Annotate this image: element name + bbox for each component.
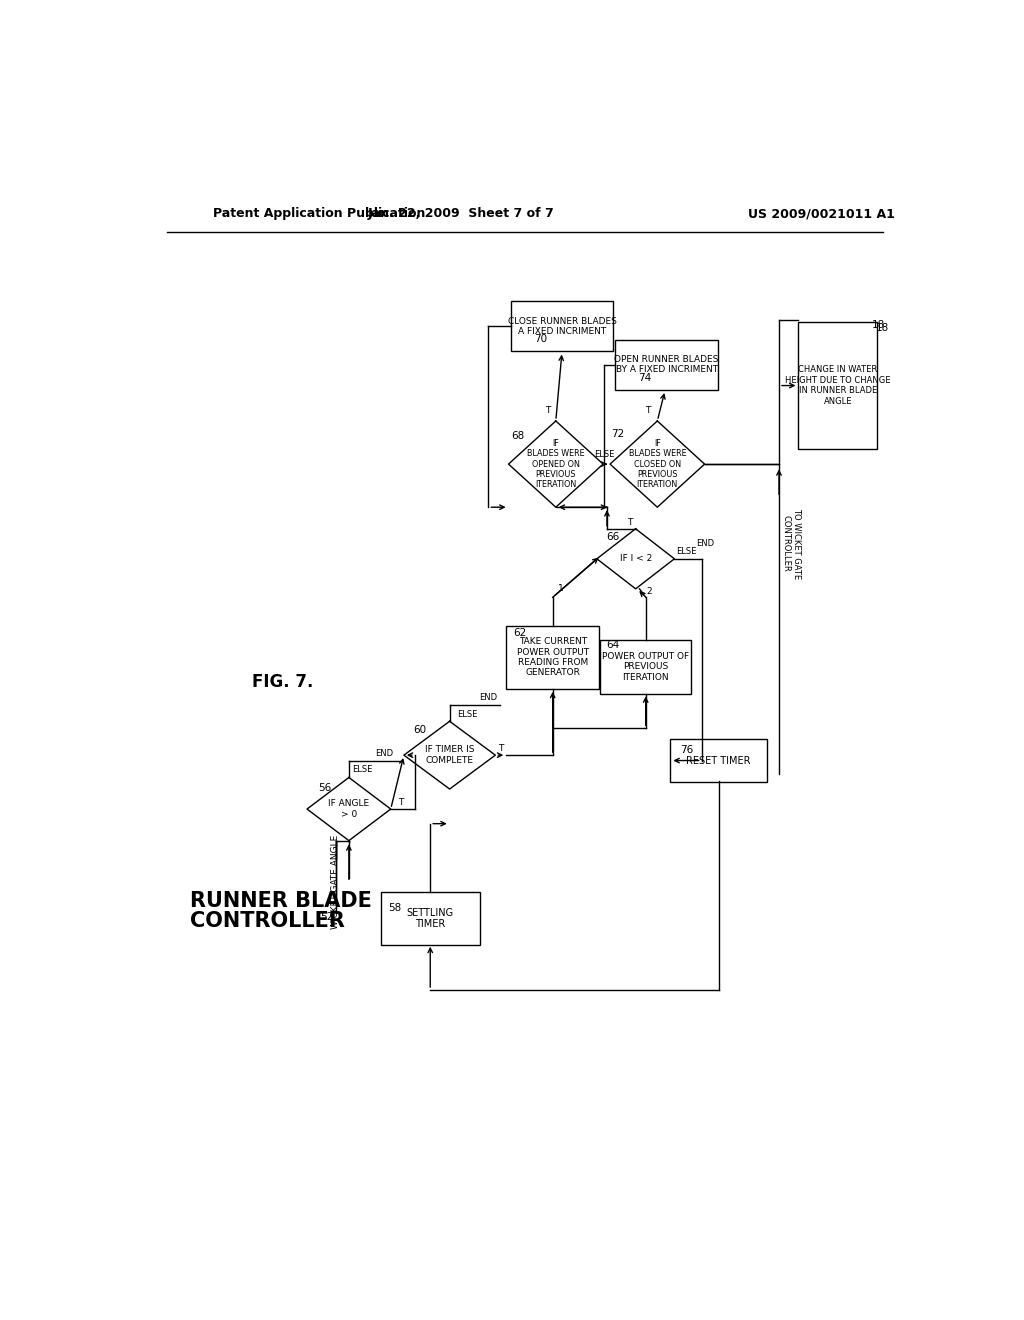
Text: CONTROLLER: CONTROLLER	[190, 911, 345, 931]
Polygon shape	[509, 421, 603, 507]
Text: 60: 60	[414, 725, 426, 735]
Text: 56: 56	[317, 783, 331, 793]
Polygon shape	[403, 721, 496, 789]
Text: T: T	[628, 519, 633, 527]
Bar	[600, 640, 691, 693]
Text: ELSE: ELSE	[352, 766, 373, 775]
Text: CLOSE RUNNER BLADES
A FIXED INCRIMENT: CLOSE RUNNER BLADES A FIXED INCRIMENT	[508, 317, 616, 337]
Text: 18: 18	[876, 323, 889, 333]
Text: TAKE CURRENT
POWER OUTPUT
READING FROM
GENERATOR: TAKE CURRENT POWER OUTPUT READING FROM G…	[517, 638, 589, 677]
Text: 68: 68	[512, 430, 525, 441]
Text: 66: 66	[606, 532, 620, 543]
Text: 62: 62	[513, 628, 526, 639]
Text: ELSE: ELSE	[595, 450, 614, 459]
Text: 64: 64	[606, 640, 620, 649]
Text: 70: 70	[535, 334, 547, 345]
Text: 18: 18	[872, 321, 886, 330]
Text: IF ANGLE
> 0: IF ANGLE > 0	[329, 800, 370, 818]
Text: FIG. 7.: FIG. 7.	[252, 673, 313, 690]
Text: 52: 52	[321, 912, 334, 921]
Text: TO WICKET GATE
CONTROLLER: TO WICKET GATE CONTROLLER	[781, 508, 801, 579]
Text: 76: 76	[680, 744, 693, 755]
Text: WICKET GATE ANGLE: WICKET GATE ANGLE	[331, 836, 340, 929]
Polygon shape	[307, 777, 391, 841]
Text: ELSE: ELSE	[676, 546, 696, 556]
Text: T: T	[398, 799, 403, 808]
Text: END: END	[696, 539, 715, 548]
Bar	[615, 339, 718, 389]
Text: Patent Application Publication: Patent Application Publication	[213, 207, 426, 220]
Text: RUNNER BLADE: RUNNER BLADE	[190, 891, 372, 911]
Text: IF I < 2: IF I < 2	[620, 554, 651, 564]
Text: Jan. 22, 2009  Sheet 7 of 7: Jan. 22, 2009 Sheet 7 of 7	[368, 207, 555, 220]
Text: T: T	[498, 743, 504, 752]
Text: END: END	[479, 693, 498, 702]
Text: END: END	[375, 750, 393, 758]
Text: IF
BLADES WERE
OPENED ON
PREVIOUS
ITERATION: IF BLADES WERE OPENED ON PREVIOUS ITERAT…	[527, 438, 585, 490]
Text: RESET TIMER: RESET TIMER	[686, 755, 751, 766]
Bar	[670, 739, 767, 781]
Text: OPEN RUNNER BLADES
BY A FIXED INCRIMENT: OPEN RUNNER BLADES BY A FIXED INCRIMENT	[614, 355, 719, 375]
Text: POWER OUTPUT OF
PREVIOUS
ITERATION: POWER OUTPUT OF PREVIOUS ITERATION	[602, 652, 689, 681]
Bar	[381, 892, 480, 945]
Polygon shape	[597, 529, 675, 589]
Text: CHANGE IN WATER
HEIGHT DUE TO CHANGE
IN RUNNER BLADE
ANGLE: CHANGE IN WATER HEIGHT DUE TO CHANGE IN …	[785, 366, 891, 405]
Text: IF TIMER IS
COMPLETE: IF TIMER IS COMPLETE	[425, 746, 474, 764]
Text: ELSE: ELSE	[458, 710, 477, 719]
Text: US 2009/0021011 A1: US 2009/0021011 A1	[748, 207, 895, 220]
Text: 74: 74	[638, 372, 651, 383]
Polygon shape	[610, 421, 705, 507]
Text: IF
BLADES WERE
CLOSED ON
PREVIOUS
ITERATION: IF BLADES WERE CLOSED ON PREVIOUS ITERAT…	[629, 438, 686, 490]
Text: 2: 2	[647, 587, 652, 597]
Bar	[511, 301, 613, 351]
Text: T: T	[645, 405, 650, 414]
Text: 1: 1	[558, 583, 563, 593]
Text: T: T	[546, 405, 551, 414]
Text: SETTLING
TIMER: SETTLING TIMER	[407, 908, 454, 929]
Text: 58: 58	[388, 903, 401, 913]
Bar	[799, 322, 878, 449]
Text: 72: 72	[611, 429, 625, 440]
Bar	[506, 626, 599, 689]
